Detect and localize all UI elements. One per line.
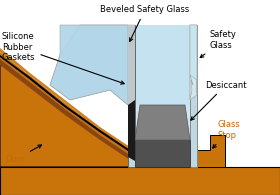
Polygon shape — [0, 55, 130, 167]
Text: Door: Door — [5, 145, 41, 165]
Polygon shape — [0, 52, 130, 155]
Polygon shape — [190, 25, 197, 167]
Text: Silicone
Rubber
Gaskets: Silicone Rubber Gaskets — [2, 32, 124, 84]
Polygon shape — [135, 105, 190, 140]
Polygon shape — [128, 25, 135, 161]
Polygon shape — [190, 25, 197, 100]
Text: Safety
Glass: Safety Glass — [200, 30, 237, 58]
Polygon shape — [128, 25, 135, 105]
Text: Beveled Safety Glass: Beveled Safety Glass — [100, 5, 190, 41]
Polygon shape — [135, 140, 190, 167]
Polygon shape — [0, 48, 130, 150]
Polygon shape — [128, 157, 200, 167]
Polygon shape — [0, 55, 130, 167]
Polygon shape — [197, 135, 225, 167]
Polygon shape — [128, 25, 135, 167]
Polygon shape — [135, 25, 190, 105]
Polygon shape — [135, 25, 190, 167]
Text: Desiccant: Desiccant — [191, 81, 246, 120]
Polygon shape — [50, 25, 135, 105]
Polygon shape — [50, 25, 128, 105]
Polygon shape — [0, 59, 130, 160]
Polygon shape — [0, 167, 280, 195]
Text: Glass
Stop: Glass Stop — [213, 120, 241, 148]
Polygon shape — [190, 25, 197, 100]
